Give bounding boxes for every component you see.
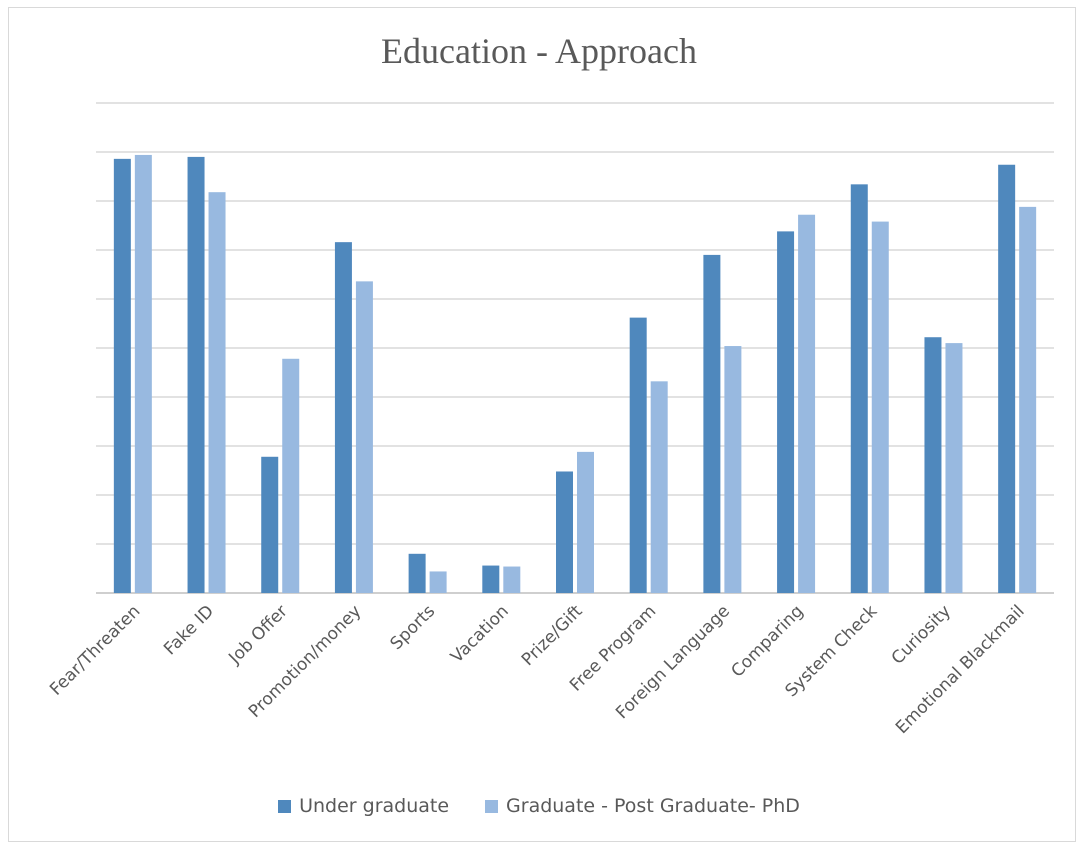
legend-item-1: Graduate - Post Graduate- PhD (485, 795, 800, 817)
bar-graduate-8 (724, 346, 742, 593)
bar-graduate-11 (945, 343, 963, 593)
bar-graduate-0 (134, 154, 152, 593)
bar-graduate-5 (503, 566, 521, 593)
bar-undergraduate-0 (113, 158, 131, 594)
bar-undergraduate-4 (408, 553, 426, 593)
bar-undergraduate-8 (703, 254, 721, 593)
chart-frame (8, 7, 1076, 842)
category-label-1: Fake ID (160, 601, 218, 659)
bar-graduate-7 (650, 381, 668, 593)
legend-item-0: Under graduate (278, 795, 449, 817)
legend: Under graduate Graduate - Post Graduate- … (0, 795, 1078, 817)
legend-swatch-1 (485, 799, 499, 813)
gridlines (96, 102, 1054, 594)
category-label-4: Sports (386, 601, 439, 654)
bars (113, 154, 1037, 594)
bar-graduate-6 (577, 451, 594, 593)
bar-graduate-1 (208, 192, 226, 593)
bar-undergraduate-1 (187, 156, 205, 593)
bar-undergraduate-3 (334, 242, 352, 593)
chart-title: Education - Approach (381, 31, 697, 71)
bar-undergraduate-10 (850, 184, 868, 593)
bar-undergraduate-6 (556, 471, 573, 593)
bar-graduate-3 (355, 281, 373, 593)
bar-graduate-9 (798, 214, 816, 593)
category-label-11: Curiosity (888, 601, 955, 668)
legend-label-1: Graduate - Post Graduate- PhD (506, 795, 800, 817)
legend-label-0: Under graduate (299, 795, 450, 817)
bar-graduate-2 (282, 358, 300, 593)
category-label-6: Prize/Gift (518, 601, 587, 670)
category-label-5: Vacation (447, 601, 513, 667)
bar-undergraduate-2 (261, 456, 279, 593)
bar-graduate-4 (429, 571, 447, 593)
bar-undergraduate-5 (482, 565, 500, 593)
bar-undergraduate-9 (777, 231, 795, 593)
category-label-2: Job Offer (224, 601, 291, 668)
category-label-9: Comparing (727, 601, 807, 681)
bar-graduate-10 (871, 221, 889, 593)
bar-undergraduate-7 (629, 317, 647, 593)
bar-undergraduate-11 (924, 337, 942, 593)
bar-undergraduate-12 (998, 164, 1016, 594)
legend-swatch-0 (278, 799, 292, 813)
bar-graduate-12 (1019, 206, 1037, 593)
category-label-12: Emotional Blackmail (892, 601, 1029, 738)
category-labels: Fear/Threaten Fake ID Job OfferPromotion/m… (46, 601, 1029, 738)
category-label-0: Fear/Threaten (46, 601, 144, 699)
